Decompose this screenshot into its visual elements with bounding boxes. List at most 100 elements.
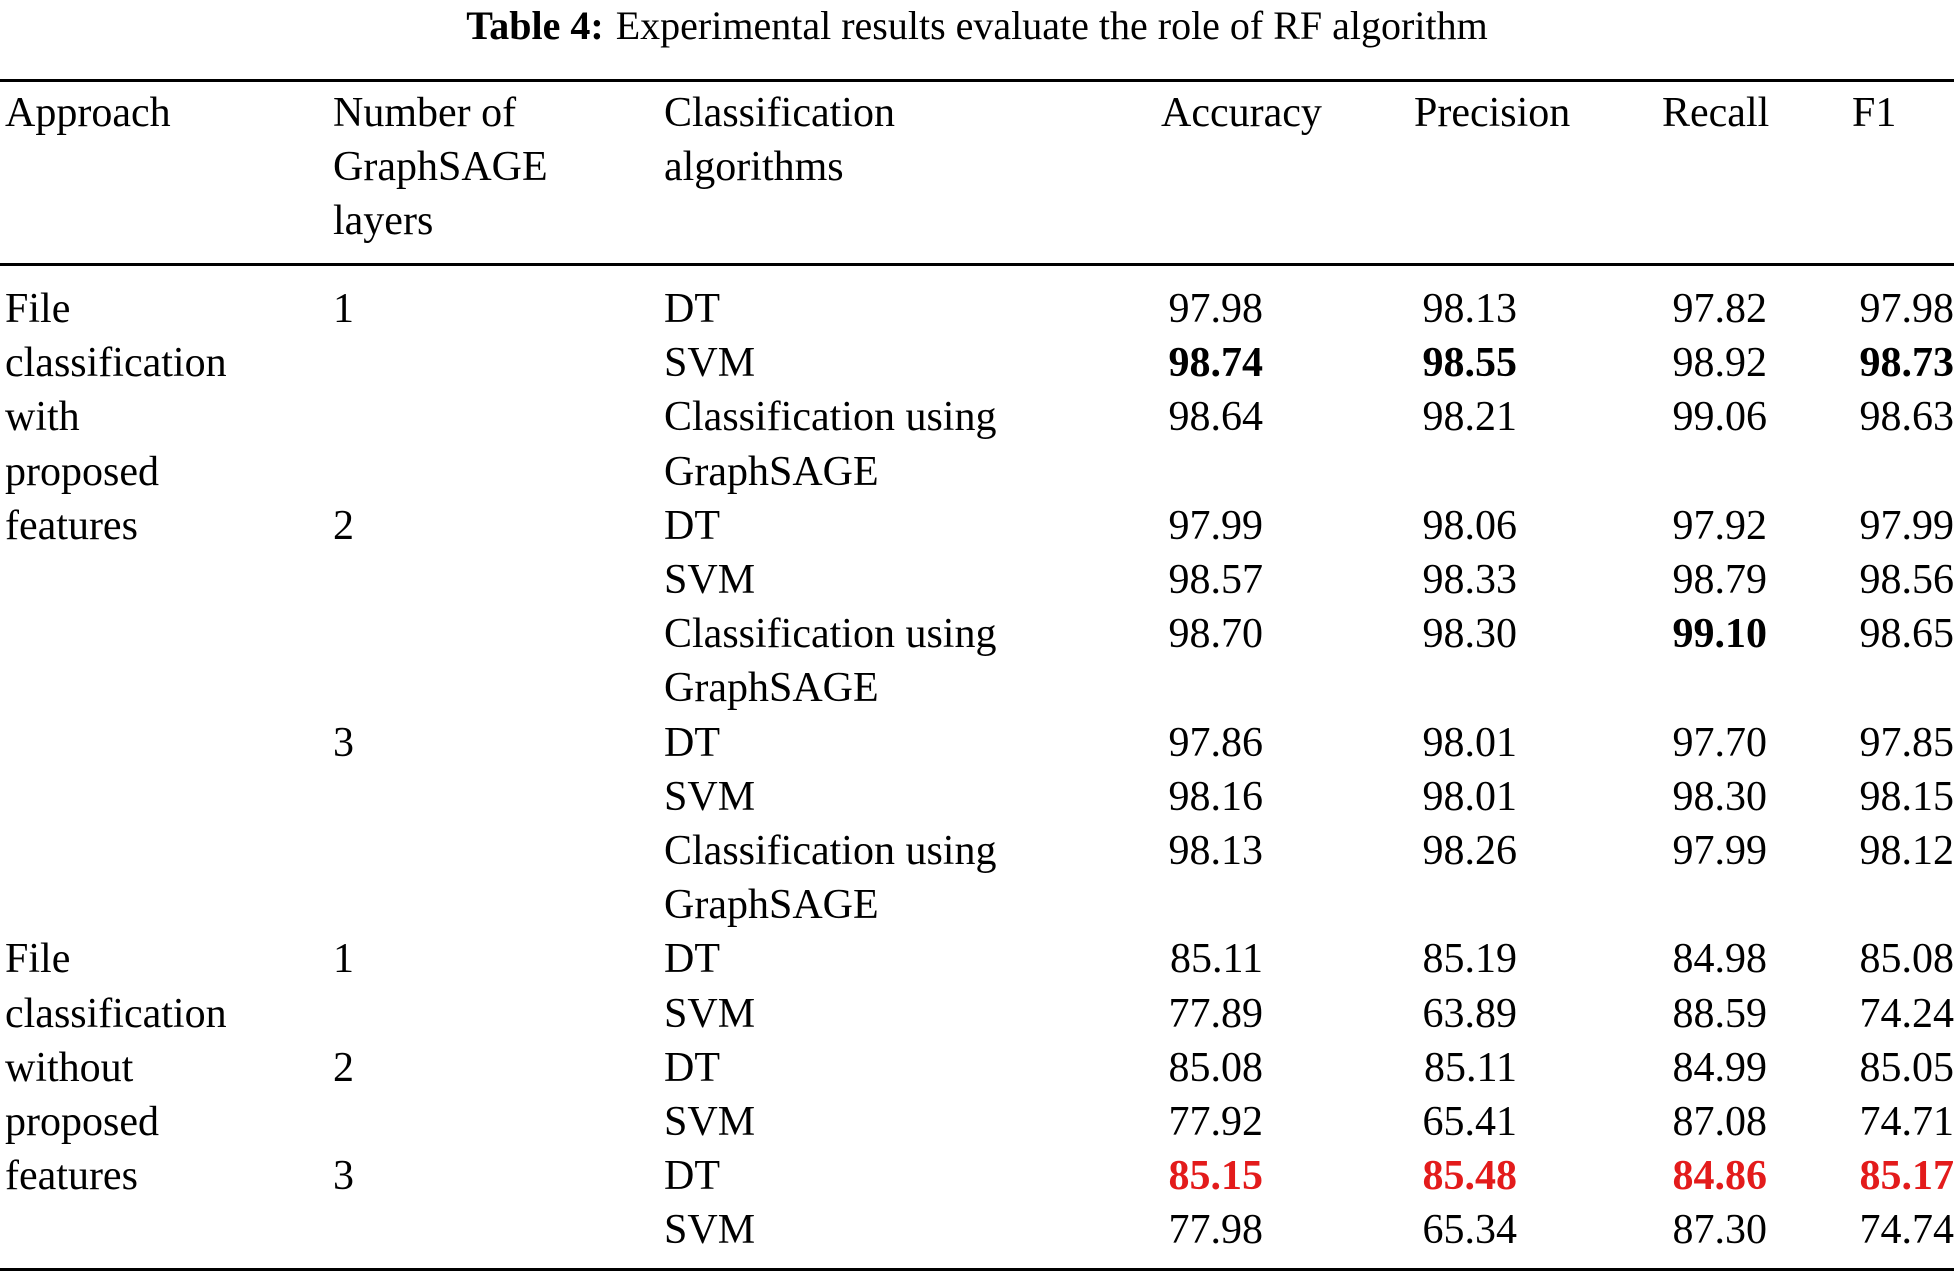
layer-count: 2: [333, 502, 354, 549]
table-label: Table 4:: [466, 3, 604, 48]
approach-label: with: [5, 394, 80, 441]
layer-count: 1: [333, 936, 354, 983]
metric-rec: 98.79: [1672, 557, 1768, 603]
metric-f1: 97.98: [1859, 286, 1954, 332]
metric-prec: 98.06: [1422, 502, 1518, 549]
metric-acc: 97.86: [1168, 719, 1264, 766]
algorithm-name: DT: [664, 1153, 720, 1200]
metric-prec: 98.55: [1422, 340, 1518, 387]
metric-acc: 77.92: [1168, 1099, 1264, 1145]
layer-count: 3: [333, 719, 354, 766]
metric-prec: 98.13: [1422, 286, 1518, 332]
algorithm-name: DT: [664, 286, 720, 332]
metric-rec: 97.82: [1672, 286, 1768, 332]
metric-f1: 74.74: [1859, 1207, 1954, 1254]
algorithm-name: SVM: [664, 1099, 756, 1145]
metric-f1: 85.08: [1859, 936, 1954, 983]
metric-prec: 85.19: [1422, 936, 1518, 983]
metric-prec: 63.89: [1422, 990, 1518, 1037]
metric-f1: 97.99: [1859, 502, 1954, 549]
metric-f1: 98.73: [1859, 340, 1954, 387]
metric-rec: 99.06: [1672, 394, 1768, 441]
table-caption: Table 4: Experimental results evaluate th…: [0, 0, 1954, 52]
metric-f1: 74.71: [1859, 1099, 1954, 1145]
metric-f1: 98.15: [1859, 773, 1954, 820]
algorithm-name: Classification using: [664, 611, 997, 658]
algorithm-name: DT: [664, 719, 720, 766]
metric-rec: 97.92: [1672, 502, 1768, 549]
metric-f1: 74.24: [1859, 990, 1954, 1037]
metric-rec: 87.30: [1672, 1207, 1768, 1254]
metric-rec: 97.70: [1672, 719, 1768, 766]
algorithm-name: GraphSAGE: [664, 448, 879, 495]
algorithm-name: DT: [664, 1044, 720, 1091]
metric-f1: 97.85: [1859, 719, 1954, 766]
metric-prec: 98.01: [1422, 773, 1518, 820]
metric-rec: 97.99: [1672, 828, 1768, 874]
layer-count: 3: [333, 1153, 354, 1200]
header-algorithms-line2: algorithms: [664, 144, 844, 190]
metric-prec: 98.30: [1422, 611, 1518, 658]
header-approach: Approach: [5, 90, 171, 136]
metric-acc: 85.15: [1168, 1153, 1264, 1200]
approach-label: proposed: [5, 448, 159, 495]
metric-acc: 98.57: [1168, 557, 1264, 603]
approach-label: classification: [5, 340, 227, 387]
header-layers-line2: GraphSAGE: [333, 144, 548, 190]
algorithm-name: SVM: [664, 773, 756, 820]
metric-prec: 65.41: [1422, 1099, 1518, 1145]
algorithm-name: SVM: [664, 340, 756, 387]
metric-prec: 98.33: [1422, 557, 1518, 603]
header-layers-line1: Number of: [333, 90, 517, 136]
metric-rec: 84.99: [1672, 1044, 1768, 1091]
metric-f1: 85.17: [1859, 1153, 1954, 1200]
table-title: Experimental results evaluate the role o…: [615, 3, 1488, 48]
header-layers-line3: layers: [333, 198, 434, 244]
metric-prec: 65.34: [1422, 1207, 1518, 1254]
header-recall: Recall: [1662, 90, 1770, 136]
approach-label: File: [5, 936, 71, 983]
header-accuracy: Accuracy: [1161, 90, 1322, 136]
algorithm-name: GraphSAGE: [664, 665, 879, 712]
approach-label: features: [5, 1153, 138, 1200]
layer-count: 1: [333, 286, 354, 332]
bottom-rule: [0, 1268, 1954, 1271]
header-rule: [0, 263, 1954, 266]
metric-f1: 85.05: [1859, 1044, 1954, 1091]
top-rule: [0, 79, 1954, 82]
metric-rec: 87.08: [1672, 1099, 1768, 1145]
metric-acc: 77.98: [1168, 1207, 1264, 1254]
metric-prec: 98.26: [1422, 828, 1518, 874]
metric-acc: 97.99: [1168, 502, 1264, 549]
algorithm-name: Classification using: [664, 828, 997, 874]
metric-acc: 98.16: [1168, 773, 1264, 820]
header-precision: Precision: [1414, 90, 1571, 136]
algorithm-name: DT: [664, 502, 720, 549]
metric-prec: 85.48: [1422, 1153, 1518, 1200]
approach-label: classification: [5, 990, 227, 1037]
metric-prec: 85.11: [1424, 1044, 1517, 1091]
metric-prec: 98.21: [1422, 394, 1518, 441]
algorithm-name: Classification using: [664, 394, 997, 441]
metric-f1: 98.56: [1859, 557, 1954, 603]
header-algorithms-line1: Classification: [664, 90, 895, 136]
approach-label: without: [5, 1044, 134, 1091]
algorithm-name: SVM: [664, 1207, 756, 1254]
algorithm-name: SVM: [664, 990, 756, 1037]
metric-acc: 85.08: [1168, 1044, 1264, 1091]
metric-acc: 98.70: [1168, 611, 1264, 658]
metric-f1: 98.12: [1859, 828, 1954, 874]
metric-rec: 84.98: [1672, 936, 1768, 983]
metric-acc: 77.89: [1168, 990, 1264, 1037]
metric-f1: 98.65: [1859, 611, 1954, 658]
layer-count: 2: [333, 1044, 354, 1091]
algorithm-name: GraphSAGE: [664, 882, 879, 929]
metric-acc: 98.74: [1168, 340, 1264, 387]
metric-rec: 99.10: [1672, 611, 1768, 658]
algorithm-name: DT: [664, 936, 720, 983]
metric-prec: 98.01: [1422, 719, 1518, 766]
approach-label: features: [5, 502, 138, 549]
metric-f1: 98.63: [1859, 394, 1954, 441]
algorithm-name: SVM: [664, 557, 756, 603]
metric-rec: 98.92: [1672, 340, 1768, 387]
